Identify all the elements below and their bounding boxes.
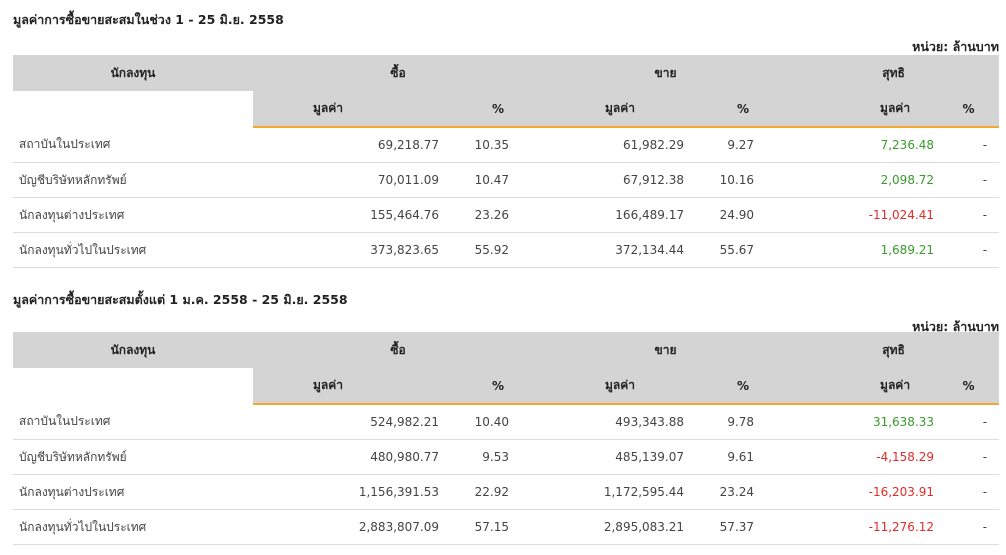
sell-percent-cell: 9.78 (698, 404, 789, 440)
unit-label: หน่วย: ล้านบาท (912, 39, 999, 54)
sell-value-cell: 372,134.44 (543, 232, 699, 268)
buy-percent-cell: 23.26 (453, 197, 544, 233)
buy-percent-cell: 10.47 (453, 162, 544, 198)
table-row: นักลงทุนทั่วไปในประเทศ 2,883,807.09 57.15 2… (13, 509, 1000, 545)
header-net-value: มูลค่า (788, 368, 939, 405)
section-period: มูลค่าการซื้อขายสะสมในช่วง 1 - 25 มิ.ย. … (13, 0, 1000, 275)
sell-value-cell: 67,912.38 (543, 162, 699, 198)
header-investor: นักลงทุน (13, 55, 253, 91)
header-sell: ขาย (543, 332, 789, 368)
buy-percent-cell: 57.15 (453, 509, 544, 545)
header-net-percent: % (938, 368, 1000, 405)
header-buy-percent: % (453, 91, 544, 128)
buy-value-cell: 70,011.09 (253, 162, 453, 198)
sell-percent-cell: 23.24 (698, 474, 789, 510)
sell-value-cell: 1,172,595.44 (543, 474, 699, 510)
trading-table-ytd: นักลงทุน ซื้อ ขาย สุทธิ มูลค่า % มูลค่า … (13, 332, 1000, 545)
header-buy-value: มูลค่า (253, 368, 453, 405)
sell-percent-cell: 55.67 (698, 232, 789, 268)
table-row: บัญชีบริษัทหลักทรัพย์ 480,980.77 9.53 485,1… (13, 439, 1000, 475)
header-net: สุทธิ (788, 55, 1000, 91)
section-title: มูลค่าการซื้อขายสะสมในช่วง 1 - 25 มิ.ย. … (13, 12, 284, 27)
unit-label: หน่วย: ล้านบาท (912, 319, 999, 334)
investor-name-cell: นักลงทุนทั่วไปในประเทศ (13, 509, 253, 545)
table-row: สถาบันในประเทศ 69,218.77 10.35 61,982.29 9.2… (13, 127, 1000, 163)
header-buy-percent: % (453, 368, 544, 405)
header-blank (13, 91, 253, 127)
investor-name-cell: นักลงทุนทั่วไปในประเทศ (13, 232, 253, 268)
buy-value-cell: 480,980.77 (253, 439, 453, 475)
investor-name-cell: สถาบันในประเทศ (13, 404, 253, 440)
investor-name-cell: นักลงทุนต่างประเทศ (13, 197, 253, 233)
buy-value-cell: 2,883,807.09 (253, 509, 453, 545)
buy-percent-cell: 22.92 (453, 474, 544, 510)
header-buy-value: มูลค่า (253, 91, 453, 128)
header-buy: ซื้อ (253, 55, 544, 91)
investor-name-cell: สถาบันในประเทศ (13, 127, 253, 163)
table-row: สถาบันในประเทศ 524,982.21 10.40 493,343.88 9… (13, 404, 1000, 440)
sell-value-cell: 166,489.17 (543, 197, 699, 233)
header-blank (13, 368, 253, 404)
sell-percent-cell: 57.37 (698, 509, 789, 545)
sell-value-cell: 2,895,083.21 (543, 509, 699, 545)
table-row: บัญชีบริษัทหลักทรัพย์ 70,011.09 10.47 67,91… (13, 162, 1000, 198)
net-percent-cell: - (938, 232, 1000, 268)
header-net-value: มูลค่า (788, 91, 939, 128)
header-buy: ซื้อ (253, 332, 544, 368)
sell-percent-cell: 10.16 (698, 162, 789, 198)
trading-table-period: นักลงทุน ซื้อ ขาย สุทธิ มูลค่า % มูลค่า … (13, 55, 1000, 268)
buy-value-cell: 373,823.65 (253, 232, 453, 268)
net-value-cell: -11,024.41 (788, 197, 939, 233)
investor-name-cell: บัญชีบริษัทหลักทรัพย์ (13, 439, 253, 475)
net-value-cell: 1,689.21 (788, 232, 939, 268)
net-percent-cell: - (938, 197, 1000, 233)
header-sell-value: มูลค่า (543, 368, 699, 405)
buy-value-cell: 69,218.77 (253, 127, 453, 163)
buy-percent-cell: 10.35 (453, 127, 544, 163)
table-row: นักลงทุนต่างประเทศ 155,464.76 23.26 166,489… (13, 197, 1000, 233)
sell-value-cell: 493,343.88 (543, 404, 699, 440)
header-sell-value: มูลค่า (543, 91, 699, 128)
buy-value-cell: 524,982.21 (253, 404, 453, 440)
header-investor: นักลงทุน (13, 332, 253, 368)
net-percent-cell: - (938, 509, 1000, 545)
net-value-cell: -11,276.12 (788, 509, 939, 545)
buy-percent-cell: 9.53 (453, 439, 544, 475)
sell-value-cell: 61,982.29 (543, 127, 699, 163)
buy-value-cell: 155,464.76 (253, 197, 453, 233)
header-sell-percent: % (698, 91, 789, 128)
buy-percent-cell: 55.92 (453, 232, 544, 268)
net-value-cell: -16,203.91 (788, 474, 939, 510)
table-row: นักลงทุนทั่วไปในประเทศ 373,823.65 55.92 372… (13, 232, 1000, 268)
header-sell: ขาย (543, 55, 789, 91)
net-percent-cell: - (938, 127, 1000, 163)
investor-name-cell: นักลงทุนต่างประเทศ (13, 474, 253, 510)
header-net-percent: % (938, 91, 1000, 128)
sell-percent-cell: 9.61 (698, 439, 789, 475)
investor-name-cell: บัญชีบริษัทหลักทรัพย์ (13, 162, 253, 198)
buy-value-cell: 1,156,391.53 (253, 474, 453, 510)
net-percent-cell: - (938, 404, 1000, 440)
section-ytd: มูลค่าการซื้อขายสะสมตั้งแต่ 1 ม.ค. 2558 … (13, 280, 1000, 555)
header-sell-percent: % (698, 368, 789, 405)
net-percent-cell: - (938, 474, 1000, 510)
buy-percent-cell: 10.40 (453, 404, 544, 440)
net-value-cell: 31,638.33 (788, 404, 939, 440)
sell-percent-cell: 9.27 (698, 127, 789, 163)
net-percent-cell: - (938, 162, 1000, 198)
net-value-cell: 2,098.72 (788, 162, 939, 198)
section-title: มูลค่าการซื้อขายสะสมตั้งแต่ 1 ม.ค. 2558 … (13, 292, 348, 307)
table-row: นักลงทุนต่างประเทศ 1,156,391.53 22.92 1,172… (13, 474, 1000, 510)
header-net: สุทธิ (788, 332, 1000, 368)
sell-percent-cell: 24.90 (698, 197, 789, 233)
net-percent-cell: - (938, 439, 1000, 475)
net-value-cell: 7,236.48 (788, 127, 939, 163)
net-value-cell: -4,158.29 (788, 439, 939, 475)
sell-value-cell: 485,139.07 (543, 439, 699, 475)
